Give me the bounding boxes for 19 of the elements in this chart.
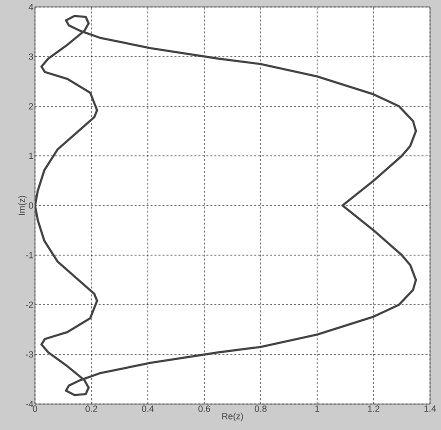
x-axis-title: Re(z) bbox=[222, 412, 243, 422]
y-tick-label: -3 bbox=[26, 351, 34, 358]
y-tick-label: -4 bbox=[26, 400, 34, 408]
x-tick-label: 1 bbox=[315, 406, 320, 412]
y-tick-label: 2 bbox=[28, 103, 34, 110]
y-tick-label: -1 bbox=[26, 252, 34, 258]
x-tick-label: 0.4 bbox=[142, 406, 154, 412]
y-tick-label: 3 bbox=[28, 53, 34, 60]
x-tick-label: 1.2 bbox=[368, 406, 380, 412]
x-tick-label: 0 bbox=[32, 406, 38, 412]
x-tick-label: 0.2 bbox=[86, 406, 98, 412]
y-axis-title: Im(z) bbox=[18, 196, 27, 215]
y-tick-label: 1 bbox=[29, 152, 34, 159]
x-tick-label: 0.8 bbox=[254, 406, 267, 412]
y-tick-label: 4 bbox=[28, 4, 34, 10]
y-tick-label: -2 bbox=[26, 302, 34, 308]
x-tick-label: 1.4 bbox=[424, 406, 436, 412]
y-tick-label: 0 bbox=[28, 202, 34, 209]
x-tick-label: 0.6 bbox=[198, 406, 210, 412]
